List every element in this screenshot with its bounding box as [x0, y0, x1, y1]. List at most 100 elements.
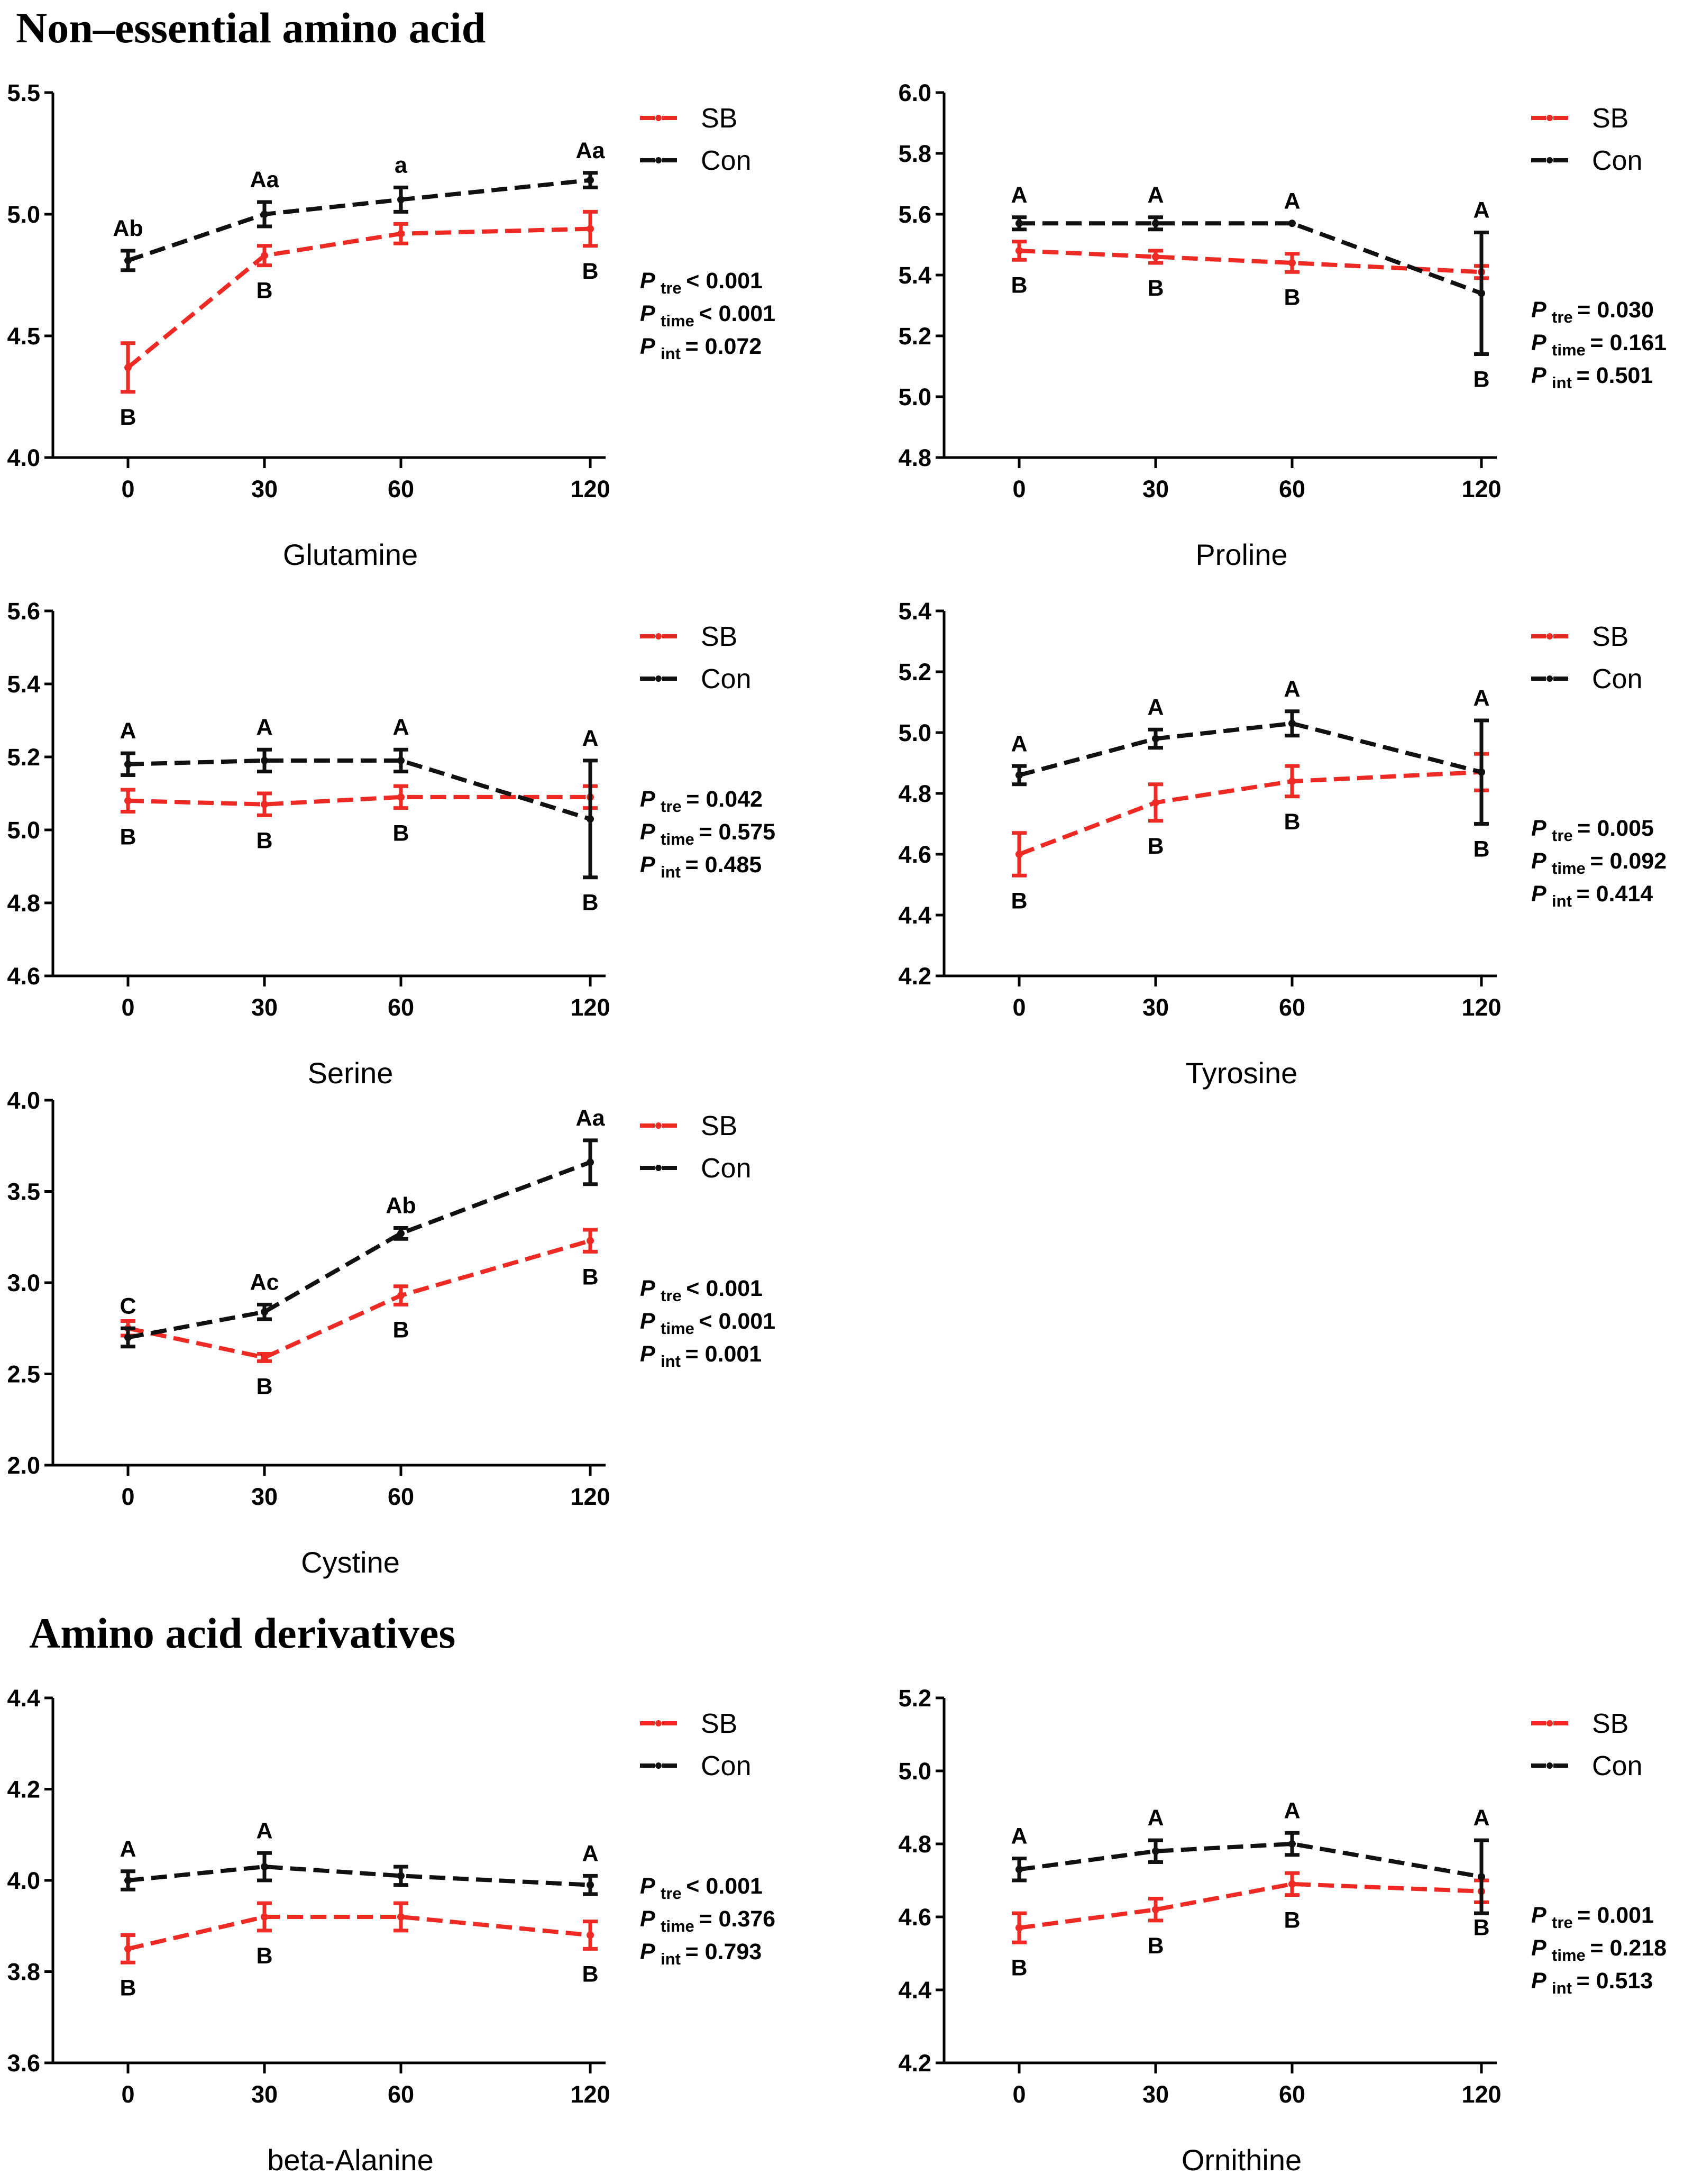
significance-label: B	[1284, 809, 1300, 835]
data-point-sb	[1152, 799, 1159, 807]
data-point-sb	[587, 1237, 594, 1245]
x-tick-label: 60	[388, 994, 414, 1021]
data-point-con	[397, 1872, 405, 1880]
significance-label: B	[1284, 285, 1300, 310]
y-tick-label: 5.5	[7, 79, 40, 106]
y-tick-label: 5.2	[898, 659, 931, 686]
y-tick-label: 4.4	[898, 902, 931, 929]
data-point-sb	[261, 1913, 268, 1921]
significance-label: A	[1147, 182, 1164, 208]
y-tick-label: 4.5	[7, 323, 40, 350]
series-line-con	[127, 1865, 591, 1887]
data-point-con	[1478, 1873, 1485, 1881]
significance-label: A	[1473, 198, 1489, 223]
significance-label: A	[582, 726, 598, 751]
significance-label: A	[1011, 731, 1027, 756]
data-point-sb	[261, 800, 268, 808]
legend-marker-sb	[1546, 115, 1553, 121]
data-point-con	[1478, 289, 1485, 297]
y-tick-label: 5.0	[7, 817, 40, 844]
chart-5: 2.0 2.5 3.0 3.5 4.0 0 30 60 120 Cystine B B B C Ac Ab Aa…	[7, 1087, 775, 1579]
significance-label: B	[1473, 367, 1489, 392]
data-point-con	[1288, 719, 1296, 727]
significance-label: B	[392, 821, 409, 846]
significance-label: Aa	[250, 167, 280, 193]
x-tick-label: 0	[121, 994, 134, 1021]
significance-label: A	[120, 718, 136, 744]
significance-label: A	[256, 715, 272, 740]
p-value-int: P int = 0.485	[640, 852, 762, 881]
y-tick-label: 2.5	[7, 1361, 40, 1388]
legend-marker-sb	[1546, 1720, 1553, 1726]
significance-label: B	[1011, 888, 1027, 913]
x-axis-title: beta-Alanine	[267, 2143, 433, 2177]
legend-label-sb: SB	[701, 103, 737, 134]
legend-marker-con	[1546, 157, 1553, 163]
data-point-con	[587, 176, 594, 184]
series-line-con	[1018, 721, 1482, 778]
y-tick-label: 4.6	[7, 963, 40, 990]
significance-label: B	[1011, 272, 1027, 298]
section-title-nonessential: Non–essential amino acid	[16, 4, 486, 52]
data-point-con	[124, 760, 132, 768]
section-title-derivatives: Amino acid derivatives	[29, 1609, 455, 1657]
significance-label: A	[1147, 1805, 1164, 1831]
significance-label: Aa	[576, 1105, 606, 1131]
significance-label: A	[1284, 188, 1300, 214]
data-point-sb	[397, 793, 405, 801]
x-tick-label: 30	[251, 1483, 278, 1510]
y-tick-label: 4.0	[7, 444, 40, 471]
significance-label: B	[1147, 834, 1164, 859]
data-point-sb	[1288, 259, 1296, 267]
data-point-con	[587, 815, 594, 823]
p-value-time: P time < 0.001	[640, 1309, 775, 1338]
series-line-con	[127, 758, 591, 821]
p-value-tre: P tre = 0.005	[1531, 816, 1654, 845]
x-tick-label: 60	[388, 1483, 414, 1510]
x-tick-label: 0	[1012, 476, 1026, 502]
p-value-int: P int = 0.072	[640, 334, 762, 363]
x-tick-label: 0	[121, 2081, 134, 2108]
y-tick-label: 6.0	[898, 79, 931, 106]
p-value-tre: P tre < 0.001	[640, 1276, 763, 1305]
y-tick-label: 4.0	[7, 1087, 40, 1114]
legend-label-con: Con	[701, 1153, 751, 1184]
x-tick-label: 120	[570, 2081, 610, 2108]
chart-6: 3.6 3.8 4.0 4.2 4.4 0 30 60 120 beta-Alanine B B B A A…	[7, 1685, 775, 2177]
data-point-sb	[1015, 1924, 1023, 1932]
p-value-int: P int = 0.513	[1531, 1968, 1653, 1997]
significance-label: B	[582, 259, 598, 284]
data-point-sb	[1288, 778, 1296, 785]
legend-marker-con	[1546, 1762, 1553, 1769]
y-tick-label: 5.2	[7, 744, 40, 771]
y-tick-label: 5.6	[7, 598, 40, 625]
significance-label: A	[1011, 1824, 1027, 1849]
data-point-con	[397, 196, 405, 204]
data-point-sb	[261, 252, 268, 260]
x-tick-label: 0	[1012, 994, 1026, 1021]
y-tick-label: 5.0	[7, 201, 40, 228]
p-value-time: P time = 0.218	[1531, 1935, 1667, 1964]
significance-label: B	[120, 1975, 136, 2000]
y-tick-label: 5.2	[898, 323, 931, 350]
legend-marker-sb	[655, 1720, 662, 1726]
chart-4: 4.2 4.4 4.6 4.8 5.0 5.2 5.4 0 30 60 120 Tyrosine B B B…	[898, 598, 1667, 1090]
y-tick-label: 2.0	[7, 1452, 40, 1479]
data-point-con	[1152, 735, 1159, 743]
significance-label: A	[582, 1841, 598, 1866]
data-point-con	[261, 1308, 268, 1316]
p-value-time: P time < 0.001	[640, 301, 775, 330]
y-tick-label: 3.6	[7, 2050, 40, 2077]
data-point-sb	[124, 1945, 132, 1953]
y-tick-label: 4.8	[7, 890, 40, 917]
data-point-sb	[1015, 247, 1023, 254]
legend-marker-con	[655, 1165, 662, 1171]
y-tick-label: 5.0	[898, 719, 931, 746]
x-tick-label: 30	[1142, 476, 1169, 502]
data-point-con	[124, 1877, 132, 1884]
data-point-con	[587, 1158, 594, 1166]
significance-label: A	[1284, 677, 1300, 702]
data-point-sb	[1288, 1880, 1296, 1888]
y-tick-label: 5.8	[898, 140, 931, 167]
legend-marker-con	[655, 1762, 662, 1769]
